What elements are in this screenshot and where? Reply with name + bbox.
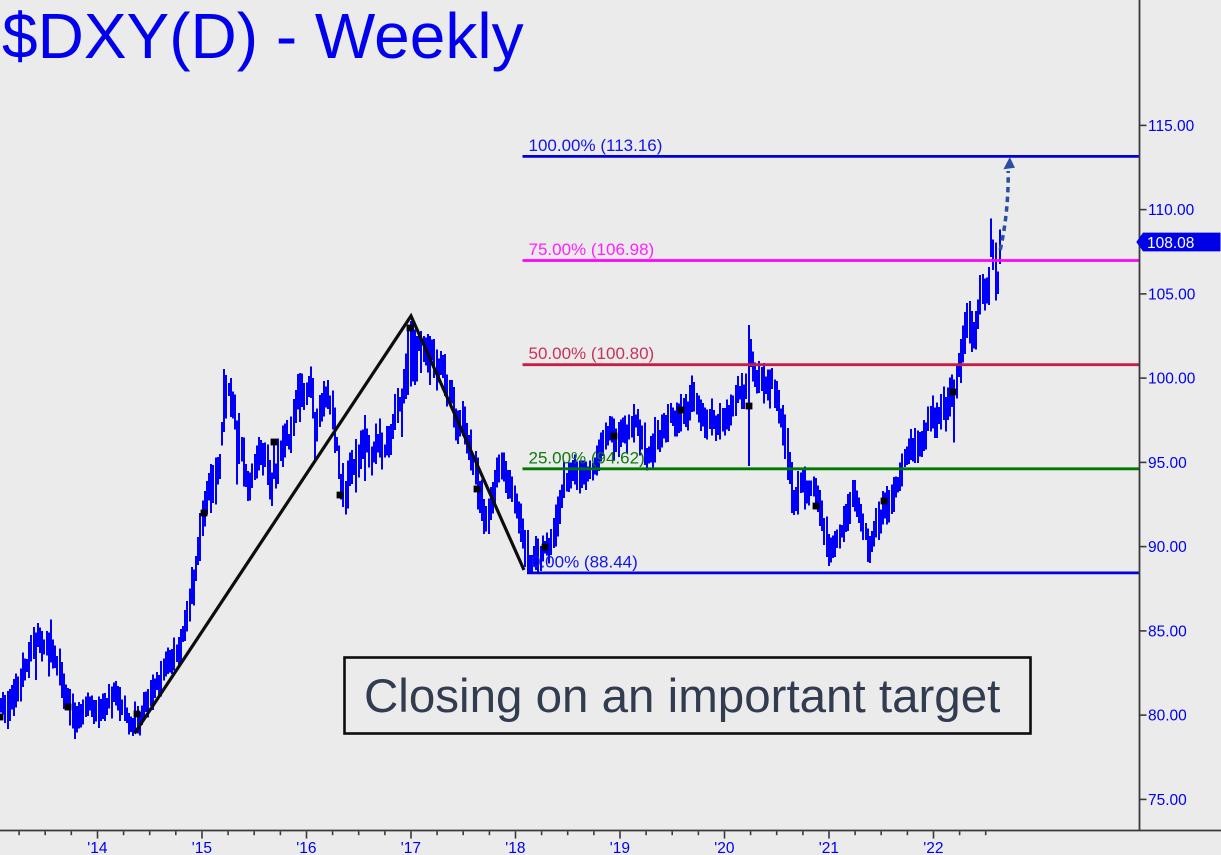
svg-text:90.00: 90.00 (1148, 539, 1187, 556)
svg-text:75.00: 75.00 (1148, 792, 1187, 809)
svg-text:100.00: 100.00 (1148, 371, 1196, 388)
svg-text:85.00: 85.00 (1148, 623, 1187, 640)
svg-text:'17: '17 (401, 840, 421, 855)
svg-text:80.00: 80.00 (1148, 708, 1187, 725)
svg-text:0.00% (88.44): 0.00% (88.44) (531, 552, 638, 571)
svg-text:108.08: 108.08 (1147, 235, 1194, 252)
svg-text:'21: '21 (819, 840, 839, 855)
svg-text:50.00% (100.80): 50.00% (100.80) (529, 344, 655, 363)
svg-text:25.00% (94.62): 25.00% (94.62) (529, 448, 645, 467)
svg-text:'18: '18 (505, 840, 525, 855)
svg-text:'14: '14 (87, 840, 108, 855)
svg-text:110.00: 110.00 (1148, 202, 1195, 219)
svg-text:105.00: 105.00 (1148, 286, 1196, 303)
svg-text:$DXY(D) - Weekly: $DXY(D) - Weekly (2, 0, 524, 72)
svg-text:'15: '15 (192, 840, 212, 855)
svg-text:'16: '16 (296, 840, 316, 855)
svg-text:75.00% (106.98): 75.00% (106.98) (529, 240, 655, 259)
svg-text:'20: '20 (714, 840, 735, 855)
svg-text:Closing on an important target: Closing on an important target (364, 670, 1000, 723)
svg-text:95.00: 95.00 (1148, 455, 1187, 472)
svg-text:'19: '19 (610, 840, 630, 855)
svg-text:'22: '22 (923, 840, 943, 855)
svg-text:100.00% (113.16): 100.00% (113.16) (529, 136, 663, 155)
svg-text:115.00: 115.00 (1148, 118, 1195, 135)
